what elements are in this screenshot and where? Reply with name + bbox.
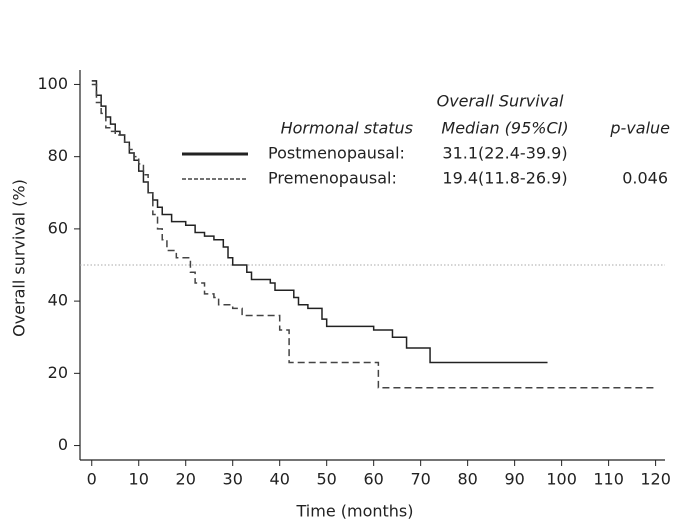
x-tick-label: 80: [457, 470, 477, 489]
y-tick-label: 80: [48, 146, 68, 165]
x-tick-label: 0: [87, 470, 97, 489]
legend-median: 19.4(11.8-26.9): [442, 169, 567, 188]
legend-median: 31.1(22.4-39.9): [442, 144, 567, 163]
x-tick-label: 100: [546, 470, 577, 489]
x-tick-label: 90: [504, 470, 524, 489]
x-tick-label: 110: [593, 470, 624, 489]
x-tick-label: 50: [317, 470, 337, 489]
x-tick-label: 10: [129, 470, 149, 489]
y-tick-label: 60: [48, 218, 68, 237]
x-tick-label: 120: [640, 470, 671, 489]
y-tick-label: 20: [48, 363, 68, 382]
y-tick-label: 100: [37, 74, 68, 93]
legend-header: Overall Survival: [437, 92, 564, 111]
y-tick-label: 40: [48, 291, 68, 310]
y-tick-label: 0: [58, 435, 68, 454]
y-axis-label: Overall survival (%): [10, 179, 29, 337]
legend-header: p-value: [609, 119, 670, 138]
legend-p-value: 0.046: [622, 169, 668, 188]
x-axis-label: Time (months): [296, 502, 414, 521]
survival-curve: [91, 83, 656, 389]
x-tick-label: 60: [363, 470, 383, 489]
x-tick-label: 40: [270, 470, 290, 489]
legend-header: Hormonal status: [281, 119, 413, 138]
x-tick-label: 20: [176, 470, 196, 489]
x-tick-label: 70: [410, 470, 430, 489]
x-tick-label: 30: [223, 470, 243, 489]
legend-label: Premenopausal:: [268, 169, 397, 188]
legend-label: Postmenopausal:: [268, 144, 405, 163]
legend-header: Median (95%CI): [441, 119, 568, 138]
